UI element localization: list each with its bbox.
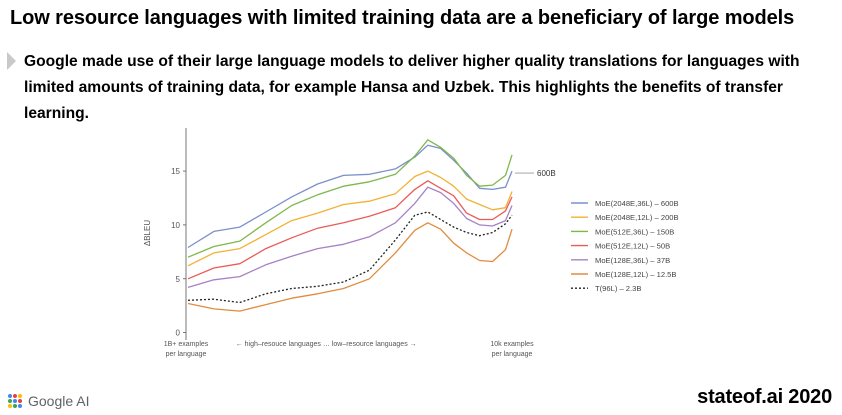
series-line	[187, 186, 513, 289]
y-tick-label: 0	[176, 329, 181, 338]
annotation-label: 600B	[537, 169, 556, 178]
y-tick-label: 5	[176, 275, 181, 284]
series-line	[187, 144, 513, 249]
legend-entry: MoE(2048E,12L) – 200B	[595, 213, 679, 222]
x-tick-label: 10k examples	[490, 341, 534, 348]
legend-entry: MoE(128E,36L) – 37B	[595, 256, 670, 265]
x-tick-label: 1B+ examples	[164, 341, 209, 348]
slide-title: Low resource languages with limited trai…	[10, 7, 795, 29]
y-tick-label: 10	[171, 221, 180, 230]
x-tick-label: per language	[166, 351, 207, 358]
series-line	[187, 222, 513, 312]
legend-entry: MoE(512E,36L) – 150B	[595, 227, 674, 236]
footer-site-label: stateof.ai 2020	[697, 386, 832, 408]
legend-entry: MoE(512E,12L) – 50B	[595, 242, 670, 251]
series-line	[187, 211, 513, 304]
google-ai-logo: Google AI	[8, 393, 90, 409]
legend-entry: MoE(2048E,36L) – 600B	[595, 199, 679, 208]
series-line	[187, 180, 513, 280]
x-tick-label: per language	[492, 351, 533, 358]
bullet-arrow-icon	[7, 52, 16, 70]
legend-entry: MoE(128E,12L) – 12.5B	[595, 270, 676, 279]
y-tick-label: 15	[171, 167, 180, 176]
google-dots-icon	[8, 394, 22, 408]
series-line	[187, 170, 513, 267]
y-axis-label: ΔBLEU	[143, 220, 152, 246]
series-line	[187, 139, 513, 258]
legend-entry: T(96L) – 2.3B	[595, 284, 641, 293]
x-tick-label: ← high–resouce languages … low–resource …	[236, 341, 417, 348]
slide-subtitle: Google made use of their large language …	[24, 53, 800, 122]
brand-label: Google AI	[28, 393, 90, 409]
